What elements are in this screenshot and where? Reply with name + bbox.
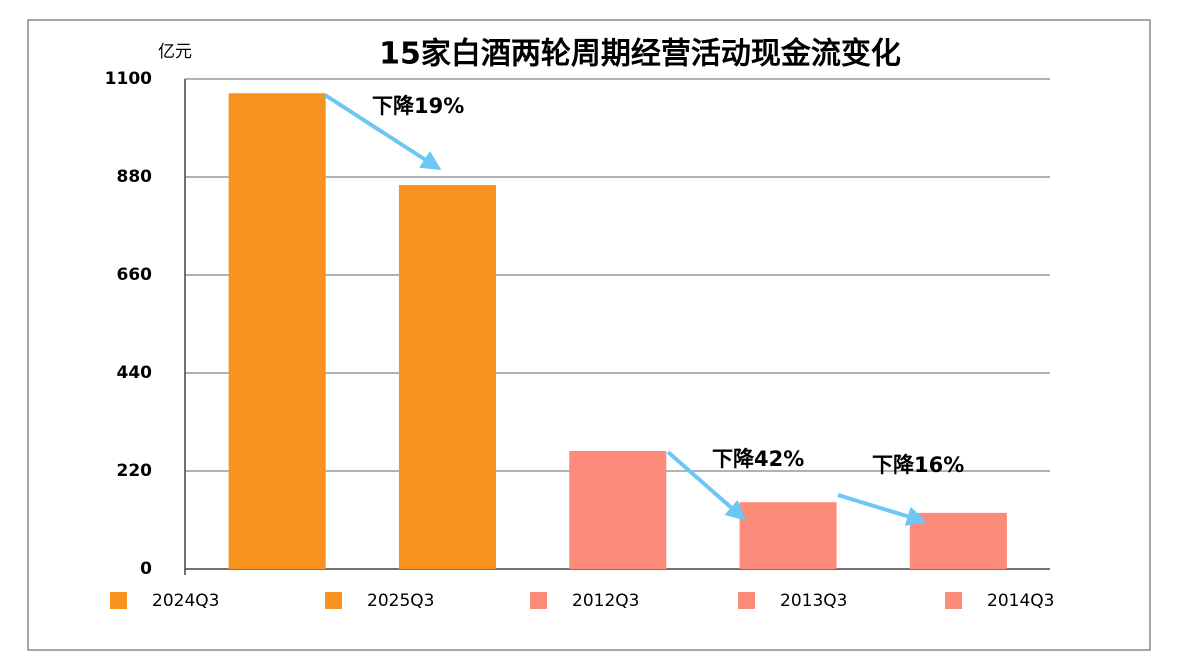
legend-swatch (110, 592, 127, 609)
y-tick-label: 660 (117, 265, 153, 285)
arrow (837, 493, 927, 526)
bar (909, 512, 1007, 569)
legend-swatch (945, 592, 962, 609)
legend-label: 2012Q3 (572, 591, 639, 611)
annotation: 下降42% (712, 447, 804, 471)
legend-swatch (530, 592, 547, 609)
annotation: 下降16% (872, 453, 964, 477)
arrow (323, 93, 442, 171)
legend-swatch (325, 592, 342, 609)
legend-label: 2013Q3 (780, 591, 847, 611)
y-tick-label: 1100 (105, 69, 152, 89)
bar (228, 93, 326, 569)
y-tick-label: 220 (117, 461, 153, 481)
y-tick-label: 0 (140, 559, 152, 579)
bar (569, 450, 667, 569)
y-tick-label: 880 (117, 167, 153, 187)
frame (27, 19, 1151, 651)
y-tick-label: 440 (117, 363, 153, 383)
bar (398, 185, 496, 569)
legend-label: 2014Q3 (987, 591, 1054, 611)
arrow (666, 450, 747, 521)
legend-label: 2024Q3 (152, 591, 219, 611)
bar (739, 502, 837, 569)
y-axis-unit: 亿元 (158, 42, 192, 62)
arrows (323, 93, 927, 526)
annotation: 下降19% (372, 94, 464, 118)
legend-swatch (738, 592, 755, 609)
legend-label: 2025Q3 (367, 591, 434, 611)
chart-title: 15家白酒两轮周期经营活动现金流变化 (379, 37, 901, 72)
